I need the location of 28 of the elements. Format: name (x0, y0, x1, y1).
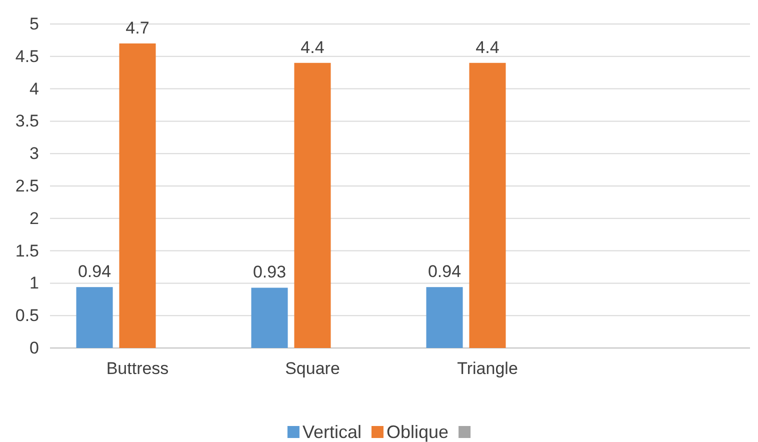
legend-label: Vertical (302, 422, 362, 442)
bar (426, 287, 463, 348)
data-label: 0.94 (428, 262, 462, 282)
x-tick-label: Buttress (106, 359, 169, 378)
y-tick-label: 2 (30, 208, 39, 228)
data-label: 4.4 (300, 38, 324, 57)
data-label: 4.7 (126, 18, 150, 38)
data-label: 0.94 (78, 262, 112, 282)
y-tick-label: 3.5 (15, 112, 39, 131)
x-tick-label: Square (285, 359, 340, 378)
y-tick-label: 1.5 (15, 241, 39, 260)
data-label: 4.4 (476, 38, 500, 57)
y-tick-label: 3 (30, 144, 39, 164)
legend-label: Oblique (386, 422, 449, 442)
bar (251, 288, 288, 348)
y-tick-label: 2.5 (15, 176, 39, 196)
y-tick-label: 0.5 (15, 306, 39, 326)
y-tick-label: 0 (30, 338, 39, 358)
bar (469, 62, 506, 348)
bar (76, 287, 113, 348)
x-tick-label: Triangle (457, 359, 518, 378)
bar (119, 43, 156, 348)
y-tick-label: 1 (30, 274, 39, 293)
data-label: 0.93 (252, 262, 286, 282)
y-tick-label: 4.5 (15, 46, 39, 66)
y-tick-label: 5 (30, 14, 39, 34)
y-tick-label: 4 (30, 79, 39, 98)
bar (294, 62, 331, 348)
